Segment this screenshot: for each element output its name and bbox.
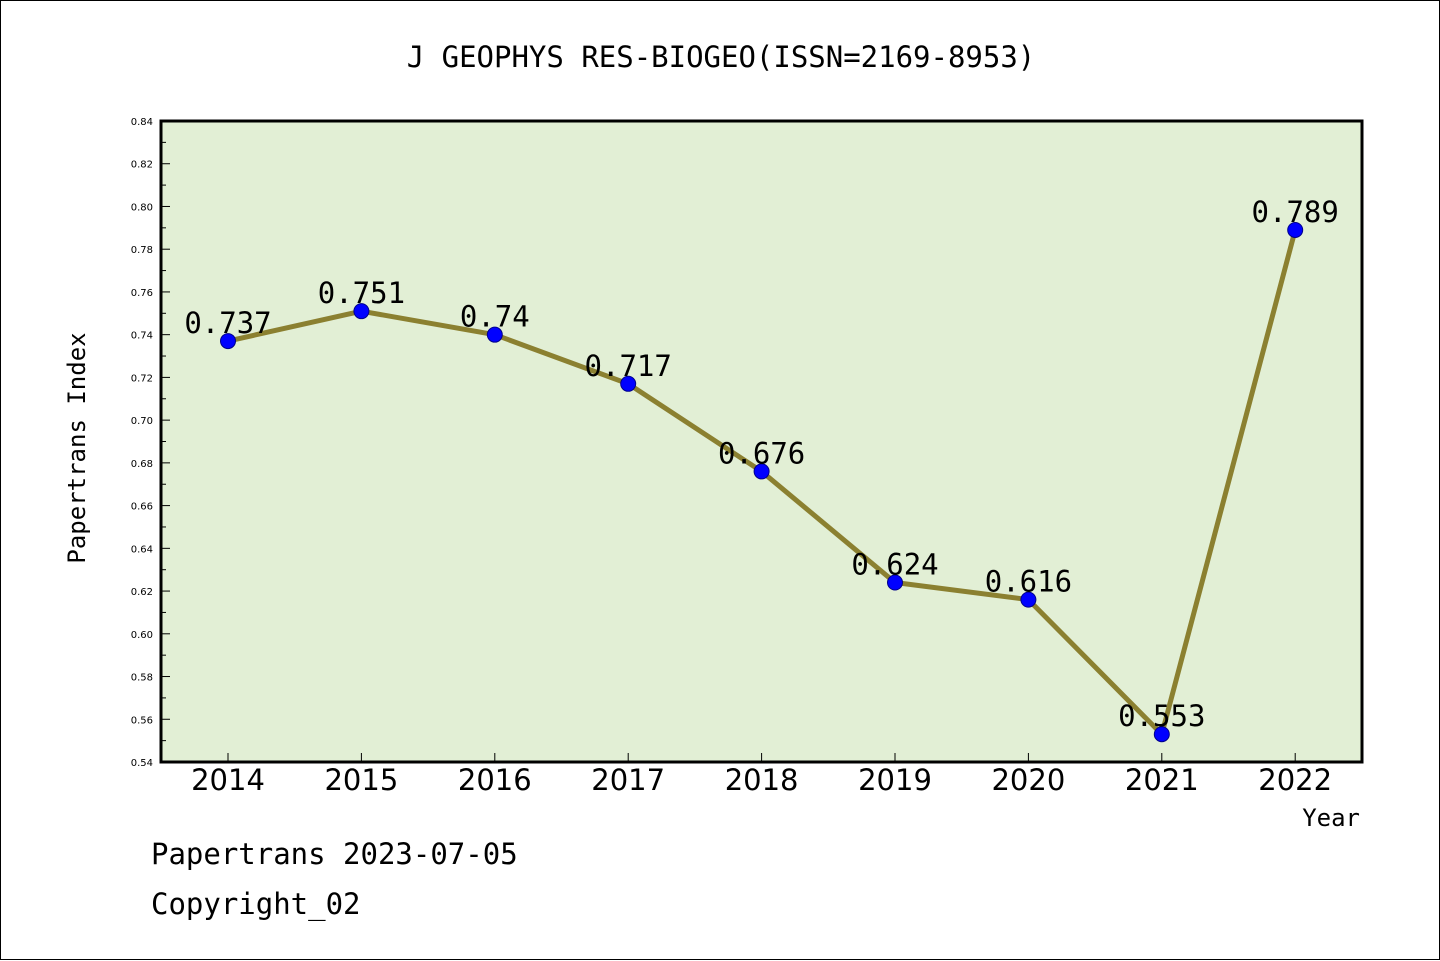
data-point <box>353 303 370 320</box>
chart-title: J GEOPHYS RES-BIOGEO(ISSN=2169-8953) <box>407 40 1036 74</box>
data-point <box>220 333 236 350</box>
x-tick-label: 2022 <box>1258 763 1332 797</box>
y-tick-label: 0.54 <box>131 758 153 769</box>
y-tick-label: 0.80 <box>131 202 153 213</box>
y-axis: 0.54 0.56 0.58 0.60 0.62 0.64 0.66 0.68 0.70 0.72… <box>131 117 170 769</box>
data-point <box>1287 221 1304 238</box>
data-point <box>486 326 503 343</box>
data-label: 0.751 <box>318 276 405 310</box>
data-point <box>887 574 903 591</box>
footer-date-text: Papertrans 2023-07-05 <box>151 837 518 871</box>
y-tick-label: 0.84 <box>131 117 153 128</box>
y-tick-label: 0.62 <box>131 587 153 598</box>
y-tick-label: 0.64 <box>131 544 153 555</box>
data-point <box>1020 591 1037 608</box>
x-axis-title: Year <box>1302 804 1360 832</box>
y-tick-label: 0.78 <box>131 245 153 256</box>
data-label: 0.737 <box>184 306 271 340</box>
y-tick-label: 0.60 <box>131 630 153 641</box>
y-tick-label: 0.72 <box>131 373 153 384</box>
data-label: 0.624 <box>851 548 938 582</box>
x-axis: 2014 2015 2016 2017 2018 2019 2020 2021 2022 <box>191 753 1332 797</box>
data-label: 0.616 <box>985 565 1072 599</box>
y-tick-label: 0.66 <box>131 502 153 513</box>
x-tick-label: 2014 <box>191 763 265 797</box>
y-tick-label: 0.82 <box>131 160 153 171</box>
x-tick-label: 2019 <box>858 763 932 797</box>
data-label: 0.553 <box>1118 699 1205 733</box>
x-tick-label: 2016 <box>458 763 532 797</box>
data-label: 0.789 <box>1252 195 1339 229</box>
x-tick-label: 2018 <box>725 763 799 797</box>
footer-copyright-text: Copyright_02 <box>151 887 361 922</box>
y-axis-title: Papertrans Index <box>63 332 91 563</box>
data-label: 0.717 <box>585 349 672 383</box>
data-point <box>753 463 770 480</box>
x-tick-label: 2017 <box>591 763 665 797</box>
data-series <box>220 221 1304 743</box>
x-tick-label: 2020 <box>991 763 1065 797</box>
x-tick-label: 2021 <box>1125 763 1199 797</box>
y-tick-label: 0.56 <box>131 715 153 726</box>
data-label: 0.676 <box>718 436 805 470</box>
data-labels: 0.737 0.751 0.74 0.717 0.676 0.624 0.616 0.553 0… <box>184 195 1339 733</box>
y-tick-label: 0.70 <box>131 416 153 427</box>
data-point <box>620 375 637 392</box>
y-tick-label: 0.58 <box>131 673 153 684</box>
y-tick-label: 0.74 <box>131 331 153 342</box>
plot-area <box>159 119 1364 764</box>
data-label: 0.74 <box>460 300 530 334</box>
y-tick-label: 0.68 <box>131 459 153 470</box>
x-tick-label: 2015 <box>324 763 398 797</box>
data-point <box>1153 726 1170 743</box>
y-tick-label: 0.76 <box>131 288 153 299</box>
